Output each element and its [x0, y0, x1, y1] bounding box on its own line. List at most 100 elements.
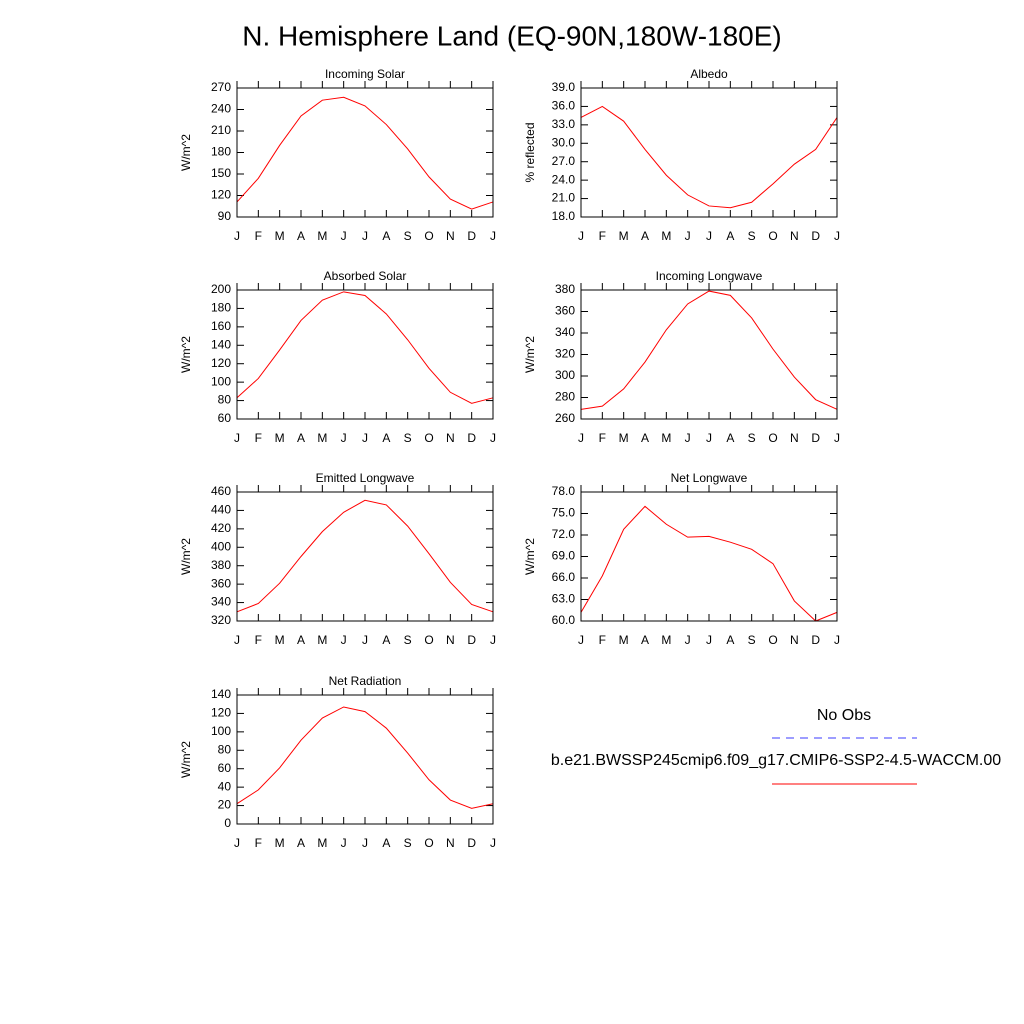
- y-tick-label: 300: [555, 368, 575, 382]
- y-tick-label: 60: [218, 411, 232, 425]
- x-tick-label: J: [685, 431, 691, 445]
- y-axis-label: % reflected: [523, 122, 537, 182]
- x-tick-label: J: [341, 229, 347, 243]
- panel-title: Incoming Solar: [325, 67, 405, 81]
- x-tick-label: D: [467, 431, 476, 445]
- x-tick-label: J: [685, 633, 691, 647]
- y-tick-label: 360: [211, 576, 231, 590]
- y-tick-label: 60: [218, 761, 232, 775]
- data-line: [236, 96, 494, 210]
- y-tick-label: 27.0: [552, 154, 576, 168]
- x-tick-label: M: [275, 229, 285, 243]
- x-tick-label: M: [661, 229, 671, 243]
- x-tick-label: J: [706, 633, 712, 647]
- panel-title: Emitted Longwave: [316, 471, 415, 485]
- x-tick-label: J: [362, 229, 368, 243]
- x-tick-label: S: [748, 431, 756, 445]
- panel-title: Net Radiation: [329, 674, 402, 688]
- x-tick-label: J: [341, 431, 347, 445]
- x-tick-label: F: [255, 633, 262, 647]
- x-tick-label: J: [362, 836, 368, 850]
- data-line: [236, 706, 494, 809]
- y-tick-label: 360: [555, 304, 575, 318]
- x-tick-label: J: [490, 836, 496, 850]
- y-tick-label: 150: [211, 166, 231, 180]
- x-tick-label: J: [234, 836, 240, 850]
- y-tick-label: 100: [211, 724, 231, 738]
- x-tick-label: O: [424, 633, 433, 647]
- x-tick-label: O: [768, 229, 777, 243]
- x-tick-label: J: [234, 431, 240, 445]
- legend-label: b.e21.BWSSP245cmip6.f09_g17.CMIP6-SSP2-4…: [551, 752, 1001, 769]
- x-tick-label: O: [768, 633, 777, 647]
- y-tick-label: 75.0: [552, 506, 576, 520]
- y-tick-label: 260: [555, 411, 575, 425]
- y-tick-label: 66.0: [552, 570, 576, 584]
- y-tick-label: 210: [211, 123, 231, 137]
- x-tick-label: A: [726, 633, 734, 647]
- x-tick-label: J: [834, 229, 840, 243]
- x-tick-label: D: [467, 836, 476, 850]
- x-tick-label: A: [382, 836, 390, 850]
- y-tick-label: 21.0: [552, 191, 576, 205]
- x-tick-label: D: [811, 229, 820, 243]
- x-tick-label: M: [317, 836, 327, 850]
- plot-frame: [580, 87, 838, 218]
- x-tick-label: D: [811, 633, 820, 647]
- y-axis-label: W/m^2: [523, 538, 537, 575]
- x-tick-label: N: [446, 633, 455, 647]
- y-tick-label: 440: [211, 503, 231, 517]
- y-axis-label: W/m^2: [523, 336, 537, 373]
- x-tick-label: J: [578, 229, 584, 243]
- x-tick-label: J: [578, 431, 584, 445]
- y-tick-label: 90: [218, 209, 232, 223]
- y-tick-label: 100: [211, 374, 231, 388]
- panel-title: Net Longwave: [671, 471, 748, 485]
- y-axis-label: W/m^2: [179, 741, 193, 778]
- y-tick-label: 120: [211, 356, 231, 370]
- y-tick-label: 39.0: [552, 80, 576, 94]
- data-line: [580, 105, 838, 209]
- x-tick-label: J: [706, 229, 712, 243]
- x-tick-label: S: [404, 836, 412, 850]
- y-tick-label: 340: [211, 595, 231, 609]
- data-line: [580, 505, 838, 622]
- x-tick-label: O: [424, 836, 433, 850]
- x-tick-label: M: [275, 431, 285, 445]
- x-tick-label: N: [446, 229, 455, 243]
- panel-title: Absorbed Solar: [324, 269, 407, 283]
- x-tick-label: J: [341, 633, 347, 647]
- y-tick-label: 24.0: [552, 172, 576, 186]
- x-tick-label: M: [317, 431, 327, 445]
- y-tick-label: 69.0: [552, 549, 576, 563]
- x-tick-label: N: [790, 633, 799, 647]
- y-tick-label: 140: [211, 687, 231, 701]
- y-tick-label: 380: [211, 558, 231, 572]
- x-tick-label: M: [317, 229, 327, 243]
- x-tick-label: D: [467, 633, 476, 647]
- x-tick-label: F: [255, 836, 262, 850]
- plot-frame: [236, 87, 494, 218]
- x-tick-label: N: [790, 229, 799, 243]
- x-tick-label: J: [362, 633, 368, 647]
- x-tick-label: A: [382, 633, 390, 647]
- plot-frame: [236, 289, 494, 420]
- plot-frame: [580, 491, 838, 622]
- y-tick-label: 400: [211, 539, 231, 553]
- x-tick-label: M: [317, 633, 327, 647]
- y-tick-label: 240: [211, 102, 231, 116]
- x-tick-label: S: [748, 633, 756, 647]
- x-tick-label: N: [446, 431, 455, 445]
- x-tick-label: M: [619, 229, 629, 243]
- x-tick-label: S: [404, 229, 412, 243]
- x-tick-label: M: [275, 633, 285, 647]
- plot-frame: [236, 491, 494, 622]
- x-tick-label: J: [706, 431, 712, 445]
- y-tick-label: 180: [211, 301, 231, 315]
- y-tick-label: 120: [211, 706, 231, 720]
- x-tick-label: O: [424, 229, 433, 243]
- y-tick-label: 320: [211, 613, 231, 627]
- x-tick-label: S: [404, 431, 412, 445]
- legend-label: No Obs: [817, 707, 871, 724]
